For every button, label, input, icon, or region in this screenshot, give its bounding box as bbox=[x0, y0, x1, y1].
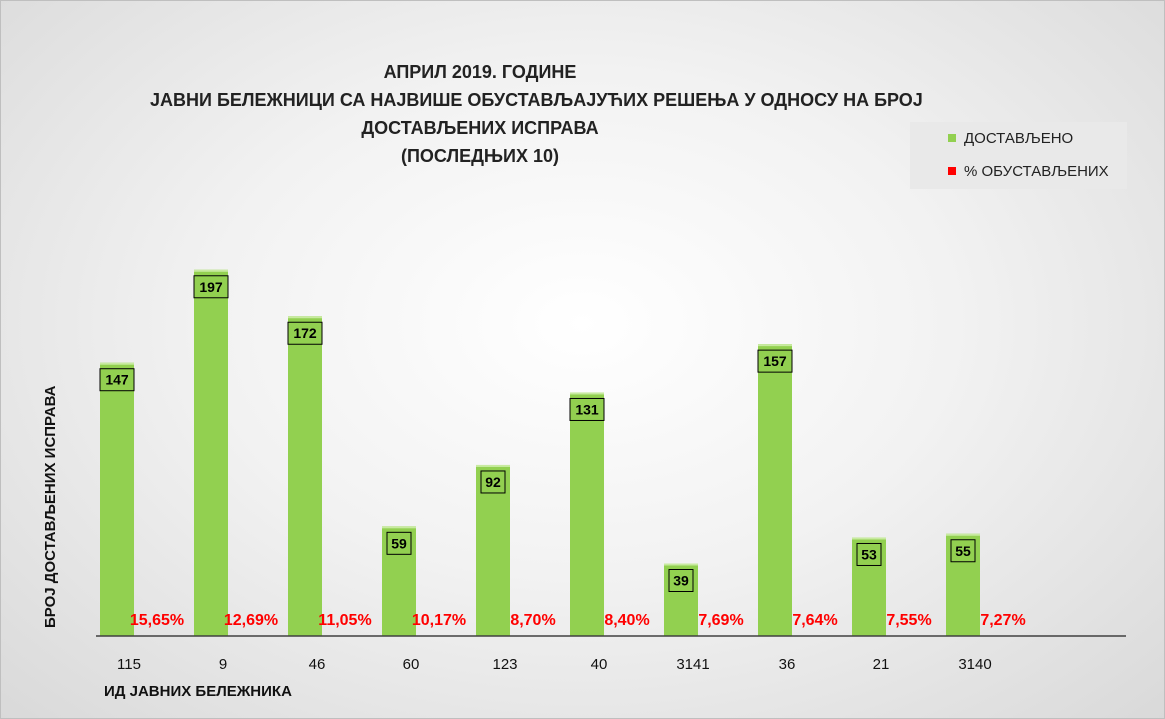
percent-label: 15,65% bbox=[130, 612, 184, 629]
chart-title: АПРИЛ 2019. ГОДИНЕ ЈАВНИ БЕЛЕЖНИЦИ СА НА… bbox=[150, 58, 923, 170]
percent-label: 7,64% bbox=[792, 612, 837, 629]
bar bbox=[194, 269, 228, 636]
percent-label: 10,17% bbox=[412, 612, 466, 629]
value-label: 131 bbox=[575, 401, 599, 417]
bar-highlight bbox=[476, 464, 510, 467]
bar-highlight bbox=[852, 537, 886, 540]
value-label-box bbox=[856, 542, 882, 566]
percent-label: 7,55% bbox=[886, 612, 931, 629]
value-label-box bbox=[668, 568, 694, 592]
x-tick-label: 36 bbox=[779, 656, 796, 673]
value-label-box bbox=[569, 397, 605, 421]
percent-label: 11,05% bbox=[318, 612, 371, 629]
percent-label: 7,27% bbox=[980, 612, 1025, 629]
bar-highlight bbox=[194, 269, 228, 272]
bar-highlight bbox=[664, 563, 698, 566]
percent-label: 12,69% bbox=[224, 612, 278, 629]
value-label: 92 bbox=[485, 474, 501, 490]
bar bbox=[476, 464, 510, 636]
value-label: 147 bbox=[105, 372, 129, 388]
bar bbox=[758, 344, 792, 636]
value-label-box bbox=[386, 531, 412, 555]
title-line-1: АПРИЛ 2019. ГОДИНЕ bbox=[383, 62, 577, 82]
bar bbox=[288, 316, 322, 636]
value-label: 157 bbox=[763, 353, 787, 369]
bar-highlight bbox=[100, 362, 134, 365]
value-label-box bbox=[950, 539, 976, 563]
value-label-box bbox=[287, 321, 323, 345]
bar-highlight bbox=[570, 392, 604, 395]
title-line-2: ЈАВНИ БЕЛЕЖНИЦИ СА НАЈВИШЕ ОБУСТАВЉАЈУЋИ… bbox=[150, 90, 923, 110]
value-label: 39 bbox=[673, 572, 689, 588]
value-label: 172 bbox=[293, 325, 317, 341]
chart-legend: ДОСТАВЉЕНО % ОБУСТАВЉЕНИХ bbox=[910, 122, 1127, 189]
bar-highlight bbox=[758, 344, 792, 347]
percent-label: 7,69% bbox=[698, 612, 743, 629]
x-tick-label: 46 bbox=[309, 656, 326, 673]
value-label: 59 bbox=[391, 535, 407, 551]
x-tick-label: 123 bbox=[492, 656, 517, 673]
legend-swatch-delivered bbox=[948, 134, 956, 142]
value-label-box bbox=[757, 349, 793, 373]
x-tick-label: 115 bbox=[117, 656, 141, 673]
title-line-3: ДОСТАВЉЕНИХ ИСПРАВА bbox=[361, 118, 599, 138]
value-label: 55 bbox=[955, 543, 971, 559]
legend-label-percent: % ОБУСТАВЉЕНИХ bbox=[964, 163, 1109, 180]
x-tick-label: 21 bbox=[873, 656, 890, 673]
x-tick-label: 60 bbox=[403, 656, 420, 673]
value-label-box bbox=[193, 275, 229, 299]
x-tick-label: 3140 bbox=[958, 656, 991, 673]
legend-swatch-percent bbox=[948, 167, 956, 175]
value-label: 197 bbox=[199, 279, 223, 295]
title-line-4: (ПОСЛЕДЊИХ 10) bbox=[400, 146, 560, 166]
bar-highlight bbox=[946, 533, 980, 536]
bar bbox=[100, 362, 134, 636]
x-axis-label: ИД ЈАВНИХ БЕЛЕЖНИКА bbox=[104, 683, 292, 700]
x-tick-label: 9 bbox=[219, 656, 227, 673]
value-label-box bbox=[99, 368, 135, 392]
legend-label-delivered: ДОСТАВЉЕНО bbox=[964, 130, 1074, 147]
percent-label: 8,40% bbox=[604, 612, 649, 629]
x-tick-label: 40 bbox=[591, 656, 608, 673]
legend-item-percent: % ОБУСТАВЉЕНИХ bbox=[948, 163, 1109, 180]
value-label-box bbox=[480, 470, 506, 494]
bar-highlight bbox=[382, 526, 416, 529]
legend-item-delivered: ДОСТАВЉЕНО bbox=[948, 130, 1073, 147]
value-label: 53 bbox=[861, 546, 877, 562]
x-tick-label: 3141 bbox=[676, 656, 709, 673]
bar bbox=[570, 392, 604, 636]
percent-label: 8,70% bbox=[510, 612, 555, 629]
bar-highlight bbox=[288, 316, 322, 319]
